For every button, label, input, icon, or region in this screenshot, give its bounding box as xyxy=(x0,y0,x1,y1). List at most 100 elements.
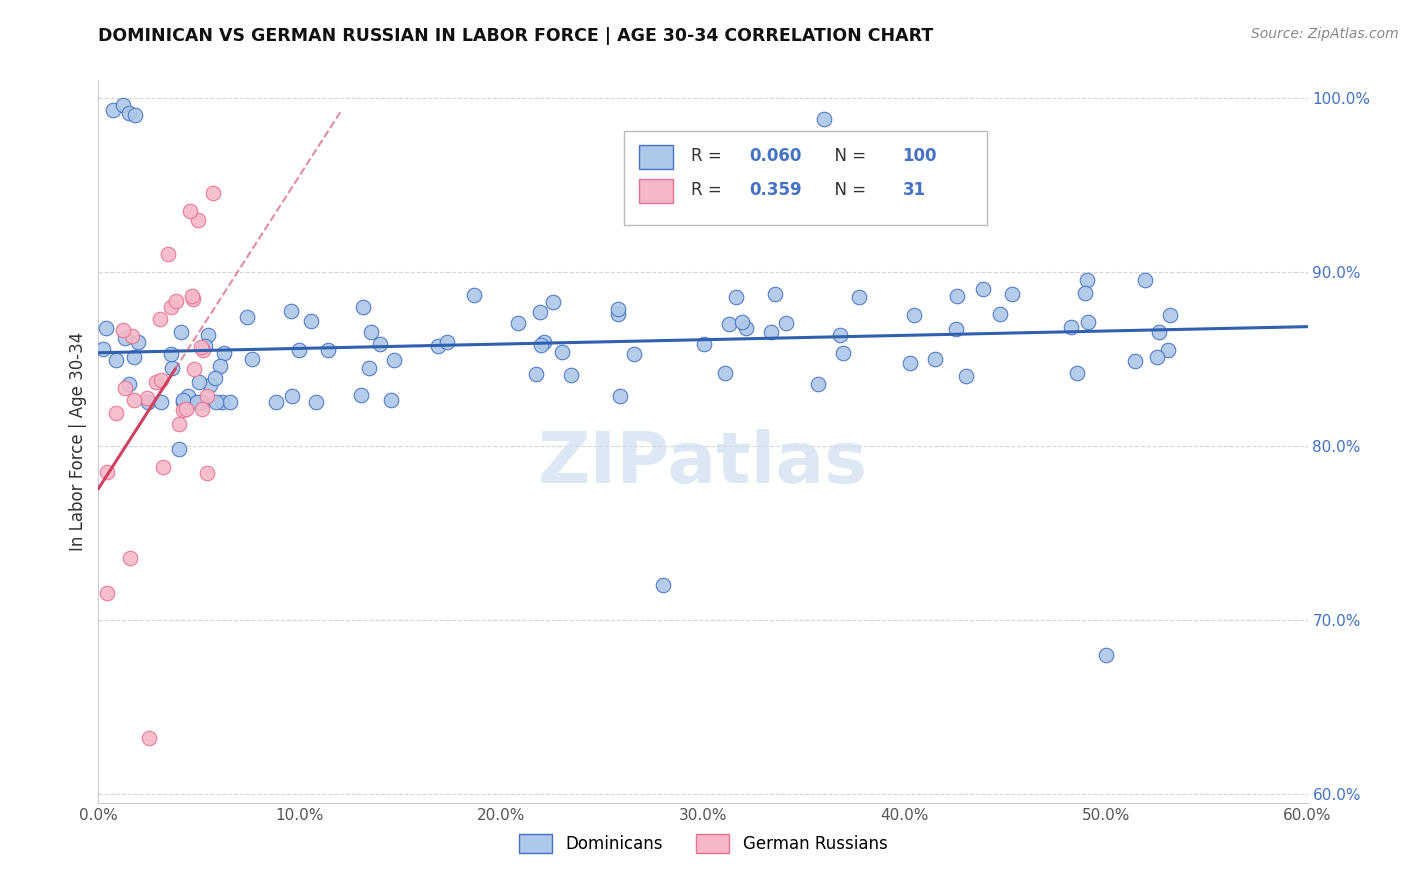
Point xyxy=(191,343,214,357)
Text: Source: ZipAtlas.com: Source: ZipAtlas.com xyxy=(1251,27,1399,41)
Point xyxy=(186,395,208,409)
Point xyxy=(807,377,830,392)
Point xyxy=(96,465,118,479)
Point xyxy=(607,307,630,321)
Point xyxy=(219,395,242,409)
Point xyxy=(955,368,977,383)
Point xyxy=(138,731,160,746)
Text: ZIPatlas: ZIPatlas xyxy=(538,429,868,498)
Point xyxy=(551,345,574,359)
Point xyxy=(946,288,969,302)
Point xyxy=(111,97,134,112)
Point xyxy=(177,389,200,403)
Point xyxy=(380,392,402,407)
FancyBboxPatch shape xyxy=(638,145,673,169)
Point xyxy=(197,328,219,343)
Point xyxy=(118,376,141,391)
Point xyxy=(692,337,714,351)
Point xyxy=(135,391,157,405)
Point xyxy=(1159,308,1181,322)
Point xyxy=(181,292,204,306)
Point xyxy=(191,395,214,409)
Point xyxy=(280,303,302,318)
Y-axis label: In Labor Force | Age 30-34: In Labor Force | Age 30-34 xyxy=(69,332,87,551)
Legend: Dominicans, German Russians: Dominicans, German Russians xyxy=(512,827,894,860)
Point xyxy=(165,293,187,308)
Point xyxy=(1147,325,1170,339)
Point xyxy=(101,103,124,117)
Point xyxy=(240,352,263,367)
Point xyxy=(183,362,205,376)
Point xyxy=(205,395,228,409)
Point xyxy=(105,405,128,419)
Point xyxy=(533,334,555,349)
Point xyxy=(1123,353,1146,368)
Point xyxy=(211,395,233,409)
Point xyxy=(152,459,174,474)
Point xyxy=(763,286,786,301)
Point xyxy=(160,361,183,376)
Point xyxy=(169,417,191,431)
Point xyxy=(1146,350,1168,364)
Point xyxy=(124,392,146,407)
Point xyxy=(172,395,194,409)
Point xyxy=(188,395,211,409)
Point xyxy=(718,317,741,331)
Point xyxy=(149,312,172,326)
Point xyxy=(352,300,374,314)
Point xyxy=(160,300,183,314)
Point xyxy=(560,368,582,382)
Point xyxy=(463,288,485,302)
Point xyxy=(848,290,870,304)
Point xyxy=(170,325,193,339)
Point xyxy=(157,246,180,260)
Point xyxy=(114,331,136,345)
Point xyxy=(357,360,380,375)
Point xyxy=(1077,315,1099,329)
Point xyxy=(714,367,737,381)
Point xyxy=(972,282,994,296)
Point xyxy=(1095,648,1118,662)
FancyBboxPatch shape xyxy=(638,178,673,203)
Point xyxy=(813,112,835,126)
Text: 0.060: 0.060 xyxy=(749,147,801,165)
Point xyxy=(118,106,141,120)
Point xyxy=(436,334,458,349)
Point xyxy=(350,387,373,401)
Point xyxy=(724,290,747,304)
Point xyxy=(316,343,339,357)
Text: N =: N = xyxy=(824,181,872,199)
Text: DOMINICAN VS GERMAN RUSSIAN IN LABOR FORCE | AGE 30-34 CORRELATION CHART: DOMINICAN VS GERMAN RUSSIAN IN LABOR FOR… xyxy=(98,27,934,45)
Point xyxy=(368,337,391,351)
Point xyxy=(112,323,135,337)
Point xyxy=(190,340,212,354)
Point xyxy=(1076,273,1098,287)
FancyBboxPatch shape xyxy=(624,131,987,225)
Point xyxy=(204,370,226,384)
Text: N =: N = xyxy=(824,147,872,165)
Point xyxy=(167,442,190,457)
Point xyxy=(96,585,118,599)
Point xyxy=(1133,273,1156,287)
Point xyxy=(299,314,322,328)
Point xyxy=(607,302,630,317)
Point xyxy=(145,375,167,389)
Point xyxy=(136,395,159,409)
Point xyxy=(360,326,382,340)
Point xyxy=(187,375,209,389)
Point xyxy=(114,381,136,395)
Point xyxy=(150,395,173,409)
Point xyxy=(832,346,855,360)
Point xyxy=(898,356,921,370)
Point xyxy=(382,353,405,368)
Point xyxy=(903,308,925,322)
Point xyxy=(159,346,181,360)
Text: R =: R = xyxy=(690,181,727,199)
Point xyxy=(651,578,673,592)
Point xyxy=(105,353,128,368)
Point xyxy=(264,395,287,409)
Text: 31: 31 xyxy=(903,181,925,199)
Point xyxy=(179,204,201,219)
Point xyxy=(524,368,547,382)
Point xyxy=(149,373,172,387)
